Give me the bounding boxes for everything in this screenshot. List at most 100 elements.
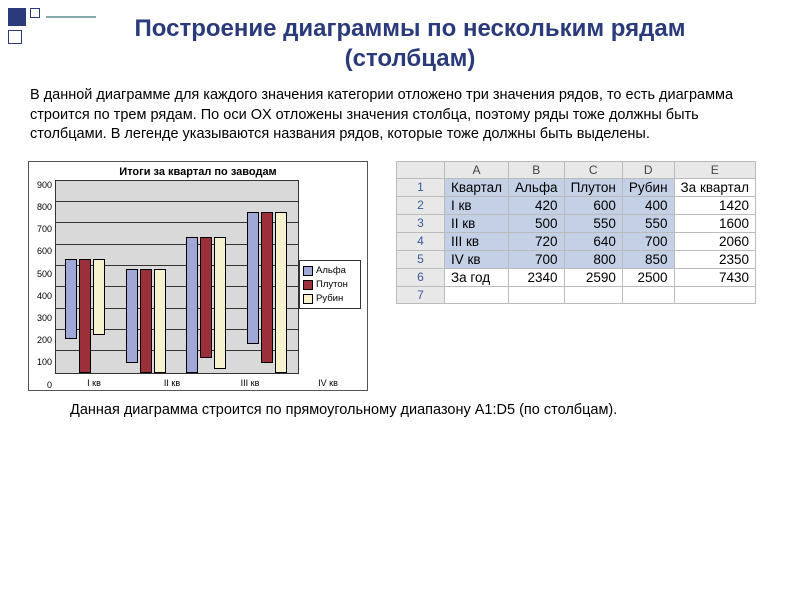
y-tick: 700 — [37, 224, 52, 234]
cell: IV кв — [445, 250, 509, 268]
bar — [79, 259, 91, 372]
bar-group — [186, 237, 226, 373]
cell: За квартал — [674, 178, 755, 196]
cell: 550 — [622, 214, 674, 232]
cell: 2340 — [509, 268, 565, 286]
x-tick: III кв — [211, 378, 289, 388]
legend-swatch — [303, 266, 313, 276]
cell: Плутон — [564, 178, 622, 196]
cell: Квартал — [445, 178, 509, 196]
cell — [674, 286, 755, 303]
bar — [247, 212, 259, 344]
cell: За год — [445, 268, 509, 286]
cell — [622, 286, 674, 303]
cell: III кв — [445, 232, 509, 250]
bar — [140, 269, 152, 373]
cell: 7430 — [674, 268, 755, 286]
bar — [200, 237, 212, 358]
cell: 420 — [509, 196, 565, 214]
legend-item: Альфа — [303, 265, 357, 276]
cell: 1600 — [674, 214, 755, 232]
row-header: 7 — [397, 286, 445, 303]
x-tick: IV кв — [289, 378, 367, 388]
bar — [65, 259, 77, 338]
cell: 500 — [509, 214, 565, 232]
bar — [154, 269, 166, 373]
row-header: 6 — [397, 268, 445, 286]
y-tick: 800 — [37, 202, 52, 212]
x-tick: I кв — [55, 378, 133, 388]
cell: 720 — [509, 232, 565, 250]
cell: Рубин — [622, 178, 674, 196]
table-row: 5IV кв7008008502350 — [397, 250, 756, 268]
table-row: 7 — [397, 286, 756, 303]
slide-decoration — [8, 8, 68, 48]
col-header: B — [509, 161, 565, 178]
bar — [126, 269, 138, 363]
cell: 400 — [622, 196, 674, 214]
cell: 700 — [509, 250, 565, 268]
spreadsheet-table: ABCDE1КварталАльфаПлутонРубинЗа квартал2… — [396, 161, 756, 304]
cell: 550 — [564, 214, 622, 232]
bar — [214, 237, 226, 369]
legend-label: Рубин — [316, 293, 343, 304]
chart-plot-area — [55, 180, 299, 374]
cell: 600 — [564, 196, 622, 214]
cell: 2350 — [674, 250, 755, 268]
cell — [445, 286, 509, 303]
cell: 640 — [564, 232, 622, 250]
cell: 2500 — [622, 268, 674, 286]
y-tick: 400 — [37, 291, 52, 301]
footer-paragraph: Данная диаграмма строится по прямоугольн… — [0, 391, 800, 421]
page-title: Построение диаграммы по нескольким рядам… — [0, 0, 800, 82]
row-header: 2 — [397, 196, 445, 214]
legend-swatch — [303, 280, 313, 290]
chart-x-axis: I квII квIII квIV кв — [55, 378, 367, 388]
y-tick: 500 — [37, 269, 52, 279]
bar-group — [247, 212, 287, 373]
cell: 850 — [622, 250, 674, 268]
bar-group — [126, 269, 166, 373]
y-tick: 900 — [37, 180, 52, 190]
y-tick: 100 — [37, 357, 52, 367]
row-header: 5 — [397, 250, 445, 268]
cell: I кв — [445, 196, 509, 214]
cell: 700 — [622, 232, 674, 250]
cell: 800 — [564, 250, 622, 268]
content-row: Итоги за квартал по заводам 900800700600… — [0, 155, 800, 391]
col-header: A — [445, 161, 509, 178]
chart-legend: Альфа Плутон Рубин — [299, 260, 361, 309]
legend-swatch — [303, 294, 313, 304]
cell — [564, 286, 622, 303]
legend-item: Рубин — [303, 293, 357, 304]
col-header — [397, 161, 445, 178]
bar — [261, 212, 273, 363]
body-paragraph: В данной диаграмме для каждого значения … — [0, 82, 800, 155]
y-tick: 0 — [47, 380, 52, 390]
table-row: 1КварталАльфаПлутонРубинЗа квартал — [397, 178, 756, 196]
cell: II кв — [445, 214, 509, 232]
cell — [509, 286, 565, 303]
cell: Альфа — [509, 178, 565, 196]
legend-item: Плутон — [303, 279, 357, 290]
legend-label: Плутон — [316, 279, 348, 290]
table-row: 6За год2340259025007430 — [397, 268, 756, 286]
cell: 2590 — [564, 268, 622, 286]
chart-y-axis: 900 800 700 600 500 400 300 200 100 0 — [29, 180, 55, 390]
row-header: 3 — [397, 214, 445, 232]
row-header: 1 — [397, 178, 445, 196]
cell: 1420 — [674, 196, 755, 214]
y-tick: 300 — [37, 313, 52, 323]
y-tick: 600 — [37, 246, 52, 256]
bar — [186, 237, 198, 373]
bar — [93, 259, 105, 335]
y-tick: 200 — [37, 335, 52, 345]
cell: 2060 — [674, 232, 755, 250]
bar-chart: Итоги за квартал по заводам 900800700600… — [28, 161, 368, 391]
col-header: C — [564, 161, 622, 178]
legend-label: Альфа — [316, 265, 346, 276]
table-row: 4III кв7206407002060 — [397, 232, 756, 250]
col-header: D — [622, 161, 674, 178]
table-row: 2I кв4206004001420 — [397, 196, 756, 214]
bar-group — [65, 259, 105, 372]
